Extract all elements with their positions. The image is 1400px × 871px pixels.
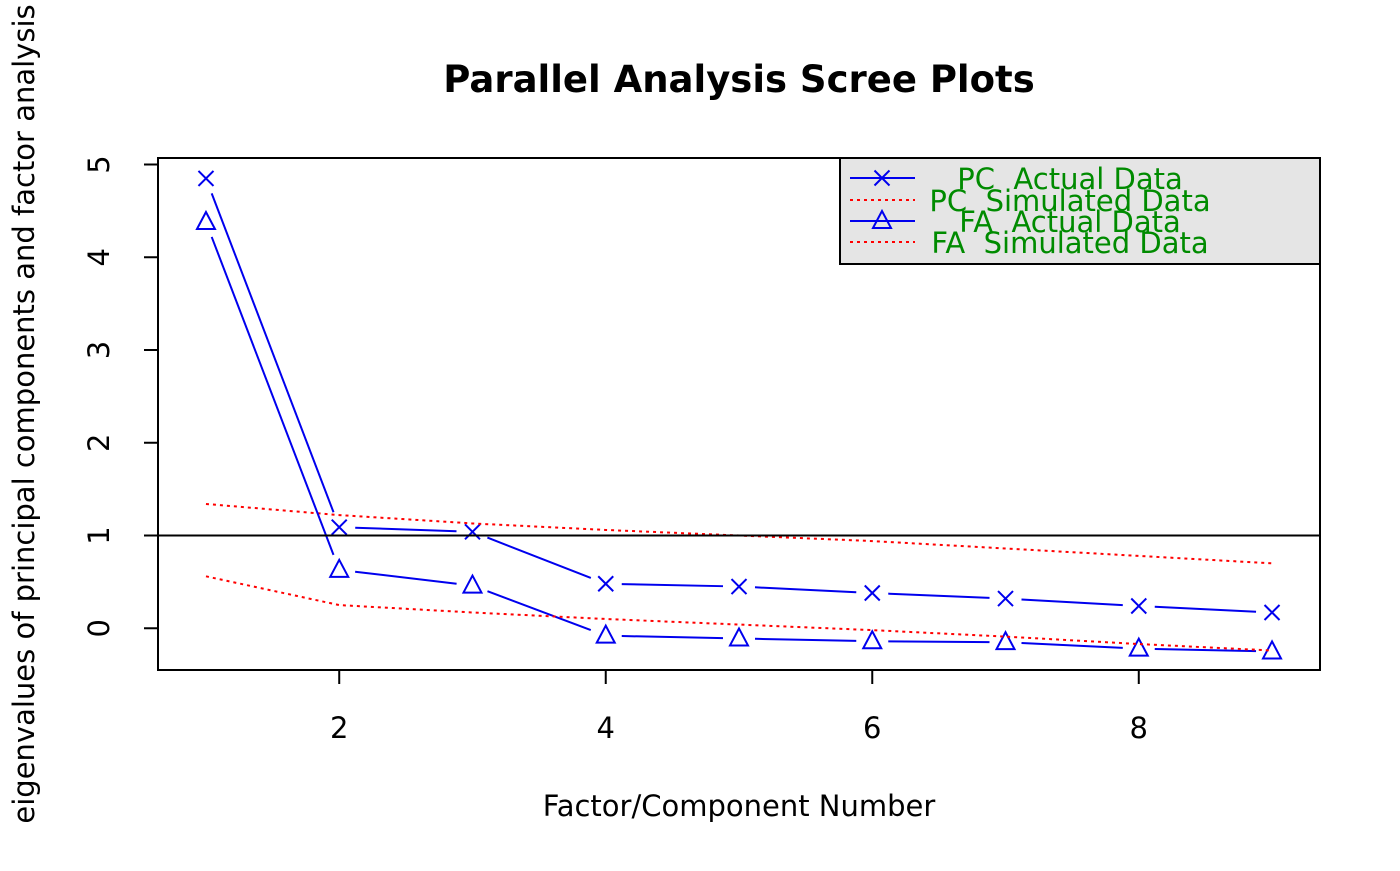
data-point <box>1263 604 1281 621</box>
data-point <box>331 518 348 536</box>
series-segment <box>888 592 990 599</box>
series-segment <box>754 586 857 594</box>
data-point <box>195 209 217 230</box>
y-tick-label: 3 <box>82 341 116 359</box>
data-point <box>597 575 614 592</box>
legend-item: FA Simulated Data <box>850 226 1209 260</box>
y-tick-label: 0 <box>82 619 116 637</box>
y-axis-label: eigenvalues of principal components and … <box>7 4 41 823</box>
series-segment <box>355 570 457 585</box>
legend-label: PC Actual Data <box>957 162 1183 196</box>
series-segment <box>621 583 724 588</box>
series-segment <box>888 640 990 644</box>
x-axis: 2 4 6 8 <box>330 669 1148 745</box>
data-point <box>994 630 1017 651</box>
data-point <box>861 629 883 650</box>
x-tick-label: 6 <box>863 711 881 745</box>
series-segment <box>210 236 335 556</box>
y-tick-label: 1 <box>82 526 116 544</box>
data-point <box>1130 597 1147 615</box>
data-point <box>197 170 215 187</box>
data-point <box>1128 636 1150 657</box>
x-tick-label: 4 <box>597 711 615 745</box>
data-point <box>464 523 481 541</box>
data-point <box>595 623 617 644</box>
series-segment <box>1021 598 1123 607</box>
data-point <box>730 578 748 595</box>
legend-item: PC Simulated Data <box>850 184 1211 218</box>
y-tick-label: 2 <box>82 434 116 452</box>
series-segment <box>1021 641 1123 649</box>
x-tick-label: 2 <box>330 711 348 745</box>
chart-title: Parallel Analysis Scree Plots <box>443 58 1035 101</box>
legend-label: FA Actual Data <box>959 205 1181 239</box>
data-point <box>461 573 484 594</box>
series-segment <box>487 590 592 631</box>
data-point <box>728 626 750 647</box>
series-2 <box>195 209 1283 660</box>
legend-label: FA Simulated Data <box>931 226 1208 260</box>
y-tick-label: 5 <box>82 155 116 173</box>
data-point <box>328 557 350 578</box>
series-segment <box>210 192 335 513</box>
data-point <box>864 584 881 602</box>
series-segment <box>754 637 857 642</box>
y-axis: 0 1 2 3 4 5 <box>82 155 159 637</box>
legend-marker <box>873 169 891 187</box>
y-tick-label: 4 <box>82 248 116 266</box>
legend-item: FA Actual Data <box>850 205 1181 239</box>
series-0 <box>197 170 1281 621</box>
legend-marker <box>871 208 893 229</box>
series-segment <box>1154 605 1257 613</box>
legend-label: PC Simulated Data <box>929 184 1210 218</box>
x-axis-label: Factor/Component Number <box>543 789 936 823</box>
series-segment <box>621 635 724 640</box>
series-segment <box>487 536 592 579</box>
data-point <box>997 590 1014 607</box>
series-segment <box>1154 648 1257 653</box>
x-tick-label: 8 <box>1130 711 1148 745</box>
legend-box <box>839 157 1321 265</box>
series-segment <box>355 526 457 533</box>
legend-item: PC Actual Data <box>850 162 1183 196</box>
